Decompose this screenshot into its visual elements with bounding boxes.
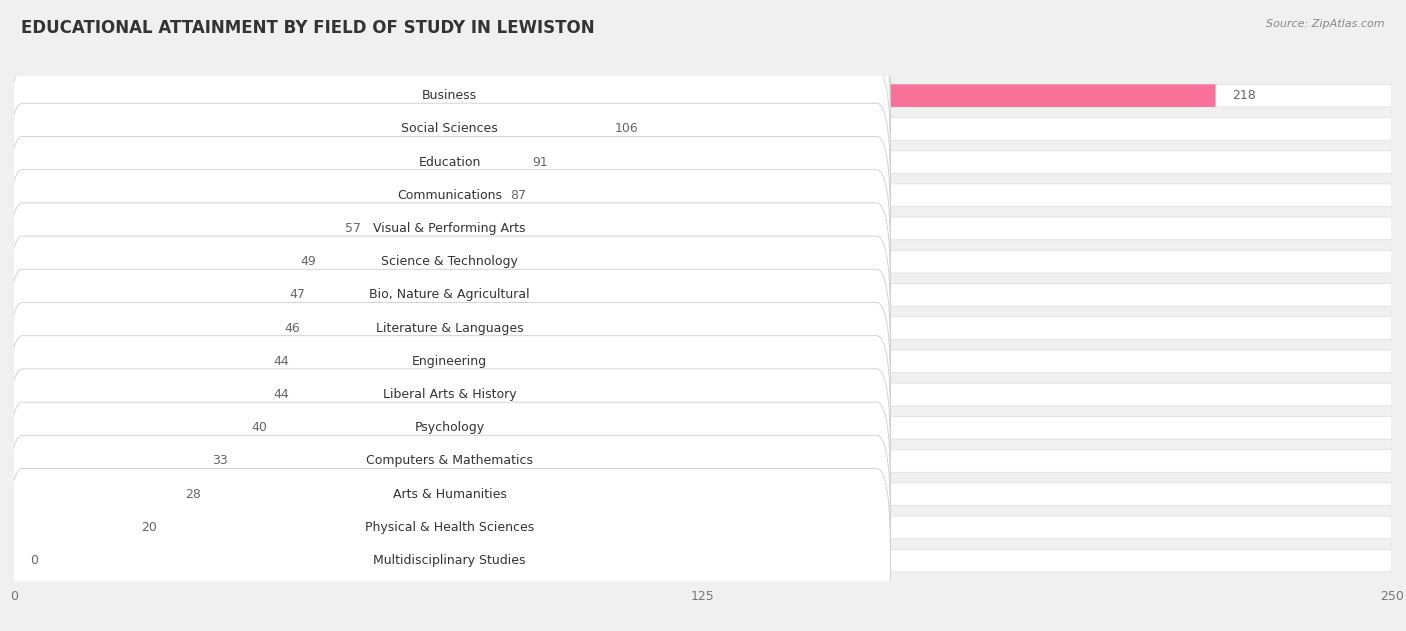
Text: Multidisciplinary Studies: Multidisciplinary Studies (373, 554, 526, 567)
Text: 49: 49 (301, 255, 316, 268)
FancyBboxPatch shape (14, 383, 256, 406)
FancyBboxPatch shape (14, 85, 1216, 107)
FancyBboxPatch shape (8, 103, 890, 287)
Text: EDUCATIONAL ATTAINMENT BY FIELD OF STUDY IN LEWISTON: EDUCATIONAL ATTAINMENT BY FIELD OF STUDY… (21, 19, 595, 37)
FancyBboxPatch shape (14, 283, 1392, 306)
FancyBboxPatch shape (14, 350, 1392, 373)
Text: Literature & Languages: Literature & Languages (375, 322, 523, 334)
FancyBboxPatch shape (8, 37, 890, 221)
FancyBboxPatch shape (8, 302, 890, 487)
FancyBboxPatch shape (14, 217, 328, 240)
FancyBboxPatch shape (14, 416, 1392, 439)
FancyBboxPatch shape (14, 151, 1392, 174)
Text: Communications: Communications (396, 189, 502, 202)
FancyBboxPatch shape (14, 550, 1392, 572)
Text: 20: 20 (141, 521, 156, 534)
FancyBboxPatch shape (14, 483, 169, 505)
Text: 33: 33 (212, 454, 228, 468)
FancyBboxPatch shape (14, 251, 1392, 273)
Text: Liberal Arts & History: Liberal Arts & History (382, 388, 516, 401)
FancyBboxPatch shape (14, 317, 1392, 339)
FancyBboxPatch shape (8, 435, 890, 620)
Text: 40: 40 (252, 422, 267, 434)
Text: 47: 47 (290, 288, 305, 302)
Text: Social Sciences: Social Sciences (401, 122, 498, 136)
FancyBboxPatch shape (14, 85, 1392, 107)
Text: 44: 44 (273, 388, 288, 401)
FancyBboxPatch shape (8, 4, 890, 187)
FancyBboxPatch shape (14, 516, 124, 539)
FancyBboxPatch shape (14, 184, 494, 206)
FancyBboxPatch shape (14, 151, 516, 174)
FancyBboxPatch shape (14, 550, 22, 572)
FancyBboxPatch shape (14, 217, 1392, 240)
FancyBboxPatch shape (8, 336, 890, 520)
Text: 46: 46 (284, 322, 299, 334)
Text: Arts & Humanities: Arts & Humanities (392, 488, 506, 500)
Text: 218: 218 (1232, 89, 1256, 102)
Text: Business: Business (422, 89, 477, 102)
FancyBboxPatch shape (8, 469, 890, 631)
Text: Bio, Nature & Agricultural: Bio, Nature & Agricultural (370, 288, 530, 302)
FancyBboxPatch shape (8, 203, 890, 387)
FancyBboxPatch shape (14, 117, 1392, 140)
Text: Visual & Performing Arts: Visual & Performing Arts (373, 222, 526, 235)
Text: 57: 57 (344, 222, 361, 235)
Text: 28: 28 (186, 488, 201, 500)
FancyBboxPatch shape (8, 170, 890, 354)
FancyBboxPatch shape (8, 236, 890, 420)
FancyBboxPatch shape (14, 416, 235, 439)
Text: 0: 0 (31, 554, 38, 567)
Text: 44: 44 (273, 355, 288, 368)
FancyBboxPatch shape (8, 70, 890, 254)
Text: Computers & Mathematics: Computers & Mathematics (366, 454, 533, 468)
Text: Psychology: Psychology (415, 422, 485, 434)
FancyBboxPatch shape (14, 483, 1392, 505)
Text: Education: Education (418, 156, 481, 168)
Text: 91: 91 (531, 156, 548, 168)
FancyBboxPatch shape (14, 317, 267, 339)
Text: 106: 106 (614, 122, 638, 136)
Text: Physical & Health Sciences: Physical & Health Sciences (364, 521, 534, 534)
FancyBboxPatch shape (14, 516, 1392, 539)
FancyBboxPatch shape (8, 369, 890, 553)
FancyBboxPatch shape (14, 283, 273, 306)
FancyBboxPatch shape (14, 450, 195, 472)
Text: Science & Technology: Science & Technology (381, 255, 517, 268)
FancyBboxPatch shape (14, 251, 284, 273)
FancyBboxPatch shape (8, 269, 890, 454)
Text: Source: ZipAtlas.com: Source: ZipAtlas.com (1267, 19, 1385, 29)
FancyBboxPatch shape (14, 383, 1392, 406)
FancyBboxPatch shape (8, 402, 890, 586)
Text: Engineering: Engineering (412, 355, 486, 368)
FancyBboxPatch shape (14, 184, 1392, 206)
FancyBboxPatch shape (14, 117, 599, 140)
FancyBboxPatch shape (8, 136, 890, 321)
FancyBboxPatch shape (14, 450, 1392, 472)
FancyBboxPatch shape (14, 350, 256, 373)
Text: 87: 87 (510, 189, 526, 202)
